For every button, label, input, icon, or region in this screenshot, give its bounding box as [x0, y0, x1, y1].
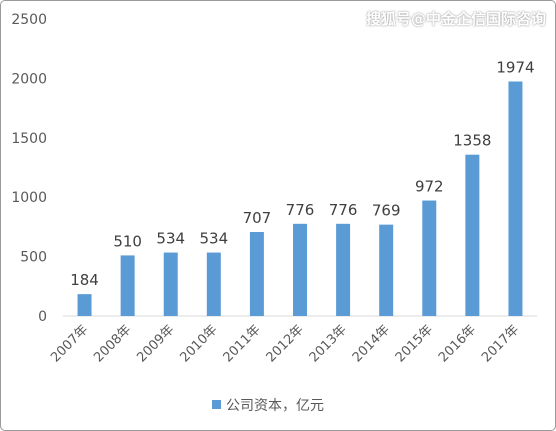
data-label: 510	[113, 232, 142, 250]
legend-swatch	[212, 400, 221, 409]
bar-2016年	[465, 154, 480, 316]
x-tick-label: 2017年	[479, 322, 522, 365]
bar-2007年	[77, 294, 92, 316]
data-label: 776	[329, 201, 358, 219]
x-axis: 2007年 2008年 2009年 2010年 2011年 2012年 2013年 2014年…	[48, 322, 522, 365]
x-tick-label: 2009年	[134, 322, 177, 365]
y-tick-label: 1500	[11, 131, 47, 147]
watermark: 搜狐号@中金企信国际咨询	[366, 10, 547, 28]
x-tick-label: 2011年	[221, 322, 264, 365]
data-label: 534	[199, 230, 228, 248]
x-tick-label: 2008年	[91, 322, 134, 365]
bar-2015年	[422, 200, 437, 316]
data-label: 1974	[496, 58, 534, 76]
bar-2012年	[293, 223, 307, 316]
y-tick-label: 500	[20, 250, 47, 266]
x-tick-label: 2015年	[393, 322, 436, 365]
data-label: 769	[372, 202, 401, 220]
y-tick-label: 2000	[11, 71, 47, 87]
bar-2010年	[206, 252, 221, 316]
x-tick-label: 2013年	[307, 322, 350, 365]
x-tick-label: 2010年	[177, 322, 220, 365]
x-tick-label: 2012年	[264, 322, 307, 365]
x-tick-label: 2007年	[48, 322, 91, 365]
data-label: 776	[286, 201, 315, 219]
bars-group: 184 510 534 534 707 776 776 769 972 1358 1974	[70, 58, 535, 316]
data-label: 534	[156, 230, 185, 248]
y-tick-label: 2500	[11, 12, 47, 28]
bar-2009年	[163, 252, 178, 316]
bar-2008年	[120, 255, 135, 316]
bar-2014年	[379, 224, 394, 316]
y-axis: 0 500 1000 1500 2000 2500	[11, 12, 47, 325]
data-label: 707	[243, 209, 272, 227]
bar-2017年	[508, 81, 523, 316]
y-tick-label: 0	[38, 309, 47, 325]
bar-2011年	[249, 232, 264, 316]
data-label: 1358	[453, 132, 491, 150]
x-tick-label: 2016年	[436, 322, 479, 365]
legend-label: 公司资本，亿元	[226, 398, 324, 414]
bar-2013年	[336, 223, 351, 316]
data-label: 972	[415, 178, 444, 196]
legend: 公司资本，亿元	[212, 398, 324, 414]
data-label: 184	[70, 271, 99, 289]
x-tick-label: 2014年	[350, 322, 393, 365]
y-tick-label: 1000	[11, 190, 47, 206]
